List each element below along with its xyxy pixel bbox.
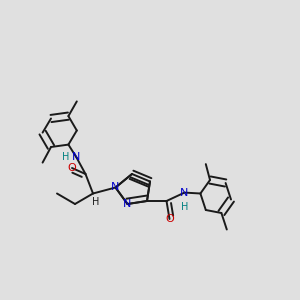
Text: O: O bbox=[68, 163, 76, 173]
Text: N: N bbox=[180, 188, 189, 198]
Text: N: N bbox=[111, 182, 120, 193]
Text: O: O bbox=[165, 214, 174, 224]
Text: H: H bbox=[92, 197, 99, 207]
Text: H: H bbox=[181, 202, 188, 212]
Text: N: N bbox=[72, 152, 81, 163]
Text: N: N bbox=[123, 199, 132, 209]
Text: H: H bbox=[62, 152, 69, 163]
